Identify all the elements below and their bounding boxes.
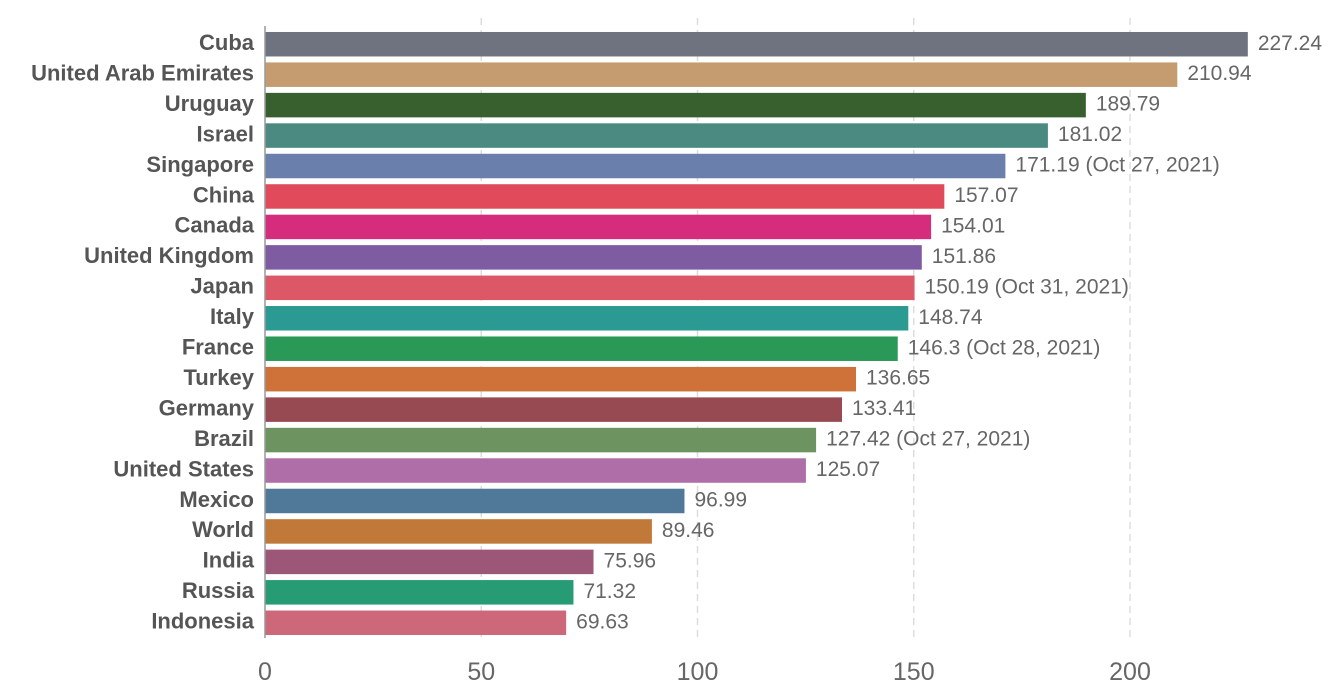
category-label: Russia [182, 578, 255, 603]
x-tick-label: 200 [1109, 658, 1151, 686]
category-label: Turkey [183, 365, 254, 390]
bar [265, 92, 1086, 118]
x-axis-ticks: 0 50 100 150 200 [258, 658, 1151, 686]
value-label: 157.07 [954, 184, 1018, 207]
x-tick-label: 0 [258, 658, 272, 686]
value-label: 127.42 (Oct 27, 2021) [826, 428, 1030, 451]
value-label: 69.63 [576, 610, 629, 633]
bar [265, 580, 574, 605]
bar [265, 519, 652, 544]
bar [265, 610, 567, 636]
value-label: 125.07 [816, 458, 880, 481]
bar [265, 184, 945, 209]
category-label: Cuba [199, 30, 255, 55]
value-label: 189.79 [1096, 93, 1160, 116]
value-label: 133.41 [852, 397, 916, 420]
category-label: Mexico [179, 487, 254, 512]
category-label: Singapore [146, 152, 254, 177]
bar [265, 458, 806, 483]
value-label: 150.19 (Oct 31, 2021) [925, 275, 1129, 298]
category-label: Japan [190, 274, 254, 299]
value-label: 148.74 [918, 306, 983, 329]
category-label: Israel [197, 121, 255, 146]
category-label: India [203, 548, 255, 573]
bar [265, 306, 909, 331]
bar [265, 31, 1248, 57]
bar [265, 549, 594, 575]
category-label: France [182, 335, 254, 360]
bar [265, 275, 915, 301]
value-label: 227.24 [1258, 32, 1323, 55]
value-labels: 227.24 210.94 189.79 181.02 171.19 (Oct 27, … [576, 32, 1322, 634]
category-label: China [193, 182, 255, 207]
bar [265, 427, 817, 453]
value-label: 171.19 (Oct 27, 2021) [1015, 154, 1219, 177]
category-labels: Cuba United Arab Emirates Uruguay Israel Sin… [31, 30, 255, 634]
x-tick-label: 50 [467, 658, 495, 686]
bar [265, 397, 842, 422]
bar [265, 366, 857, 392]
category-label: United Kingdom [84, 243, 254, 268]
value-label: 136.65 [866, 367, 930, 390]
bar [265, 336, 898, 361]
category-label: Canada [175, 213, 255, 238]
category-label: United Arab Emirates [31, 60, 254, 85]
category-label: United States [113, 456, 254, 481]
value-label: 146.3 (Oct 28, 2021) [908, 336, 1101, 359]
category-label: World [192, 517, 254, 542]
value-label: 181.02 [1058, 123, 1122, 146]
value-label: 89.46 [662, 519, 715, 542]
value-label: 154.01 [941, 214, 1005, 237]
category-label: Indonesia [151, 609, 254, 634]
category-label: Brazil [194, 426, 254, 451]
bar [265, 153, 1006, 179]
value-label: 71.32 [583, 580, 636, 603]
category-label: Uruguay [165, 91, 255, 116]
value-label: 96.99 [694, 489, 747, 512]
bars [265, 31, 1248, 636]
x-tick-label: 150 [893, 658, 935, 686]
bar [265, 245, 922, 270]
bar [265, 62, 1178, 87]
x-tick-label: 100 [677, 658, 719, 686]
value-label: 75.96 [604, 549, 657, 572]
bar [265, 123, 1048, 148]
bar [265, 214, 932, 240]
value-label: 210.94 [1187, 62, 1252, 85]
category-label: Germany [159, 395, 255, 420]
bar [265, 488, 685, 514]
category-label: Italy [210, 304, 255, 329]
value-label: 151.86 [932, 245, 996, 268]
